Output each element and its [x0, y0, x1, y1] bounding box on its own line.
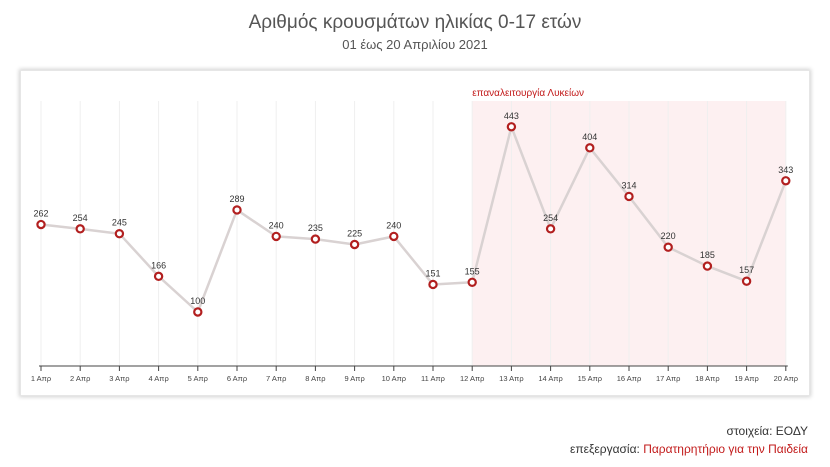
x-tick-label: 16 Απρ	[617, 374, 641, 383]
data-point	[114, 228, 125, 239]
data-point	[232, 205, 242, 215]
x-tick-label: 6 Απρ	[227, 374, 247, 383]
data-point	[389, 231, 399, 242]
data-point	[467, 277, 477, 287]
highlight-band-label: επαναλειτουργία Λυκείων	[472, 87, 584, 99]
data-label: 185	[700, 250, 715, 260]
x-tick-label: 7 Απρ	[266, 374, 286, 383]
data-label: 220	[661, 231, 676, 241]
x-tick-label: 13 Απρ	[499, 374, 523, 383]
data-label: 245	[112, 218, 127, 228]
data-label: 289	[229, 194, 244, 204]
chart-subtitle: 01 έως 20 Απριλίου 2021	[342, 37, 488, 52]
data-point	[585, 143, 595, 153]
x-tick-label: 14 Απρ	[538, 374, 562, 383]
x-tick-label: 2 Απρ	[70, 374, 90, 383]
data-point	[702, 261, 713, 271]
data-point	[36, 219, 46, 230]
processing-label: επεξεργασία:	[570, 442, 644, 456]
data-label: 235	[308, 223, 323, 233]
data-point	[428, 279, 438, 290]
data-point	[663, 242, 673, 252]
data-label: 240	[386, 220, 401, 230]
data-point	[271, 231, 281, 242]
x-tick-label: 15 Απρ	[578, 374, 602, 383]
x-tick-label: 9 Απρ	[344, 374, 364, 383]
data-label: 314	[621, 180, 636, 190]
data-point	[506, 122, 517, 132]
data-point	[349, 239, 360, 250]
x-tick-label: 1 Απρ	[31, 374, 51, 383]
data-point	[741, 276, 752, 286]
data-label: 262	[33, 209, 48, 219]
data-label: 225	[347, 229, 362, 239]
data-label: 100	[190, 296, 205, 306]
x-tick-label: 8 Απρ	[305, 374, 325, 383]
data-point	[545, 224, 556, 234]
data-point	[624, 191, 634, 202]
data-label: 157	[739, 265, 754, 275]
data-label: 443	[504, 111, 519, 121]
data-label: 404	[582, 132, 597, 142]
processing-credit: επεξεργασία: Παρατηρητήριο για την Παιδε…	[570, 442, 808, 456]
series-line	[40, 125, 787, 314]
x-tick-label: 3 Απρ	[109, 374, 129, 383]
chart-title: Αριθμός κρουσμάτων ηλικίας 0-17 ετών	[248, 12, 582, 33]
data-point	[193, 307, 203, 317]
data-label: 151	[425, 268, 440, 278]
x-tick-label: 17 Απρ	[656, 374, 680, 383]
data-label: 240	[269, 220, 284, 230]
x-tick-label: 5 Απρ	[188, 374, 208, 383]
x-tick-label: 4 Απρ	[148, 374, 168, 383]
x-tick-label: 10 Απρ	[382, 374, 406, 383]
x-tick-label: 12 Απρ	[460, 374, 484, 383]
data-label: 343	[778, 165, 793, 175]
data-point	[781, 176, 791, 186]
data-point	[310, 234, 321, 244]
x-tick-label: 20 Απρ	[774, 374, 798, 383]
source-credit: στοιχεία: ΕΟΔΥ	[726, 424, 808, 438]
data-point	[153, 271, 164, 282]
x-tick-label: 11 Απρ	[421, 374, 445, 383]
data-point	[75, 224, 85, 234]
data-label: 254	[73, 213, 88, 223]
line-chart: επαναλειτουργία Λυκείων 1 Απρ 2 Απρ 3 Απρ 4 …	[31, 87, 798, 383]
processing-organization: Παρατηρητήριο για την Παιδεία	[643, 442, 808, 456]
x-tick-label: 19 Απρ	[734, 374, 758, 383]
data-label: 254	[543, 213, 558, 223]
chart-panel: επαναλειτουργία Λυκείων 1 Απρ 2 Απρ 3 Απρ 4 …	[20, 70, 810, 396]
data-label: 155	[465, 266, 480, 276]
data-label: 166	[151, 260, 166, 270]
x-tick-label: 18 Απρ	[695, 374, 719, 383]
